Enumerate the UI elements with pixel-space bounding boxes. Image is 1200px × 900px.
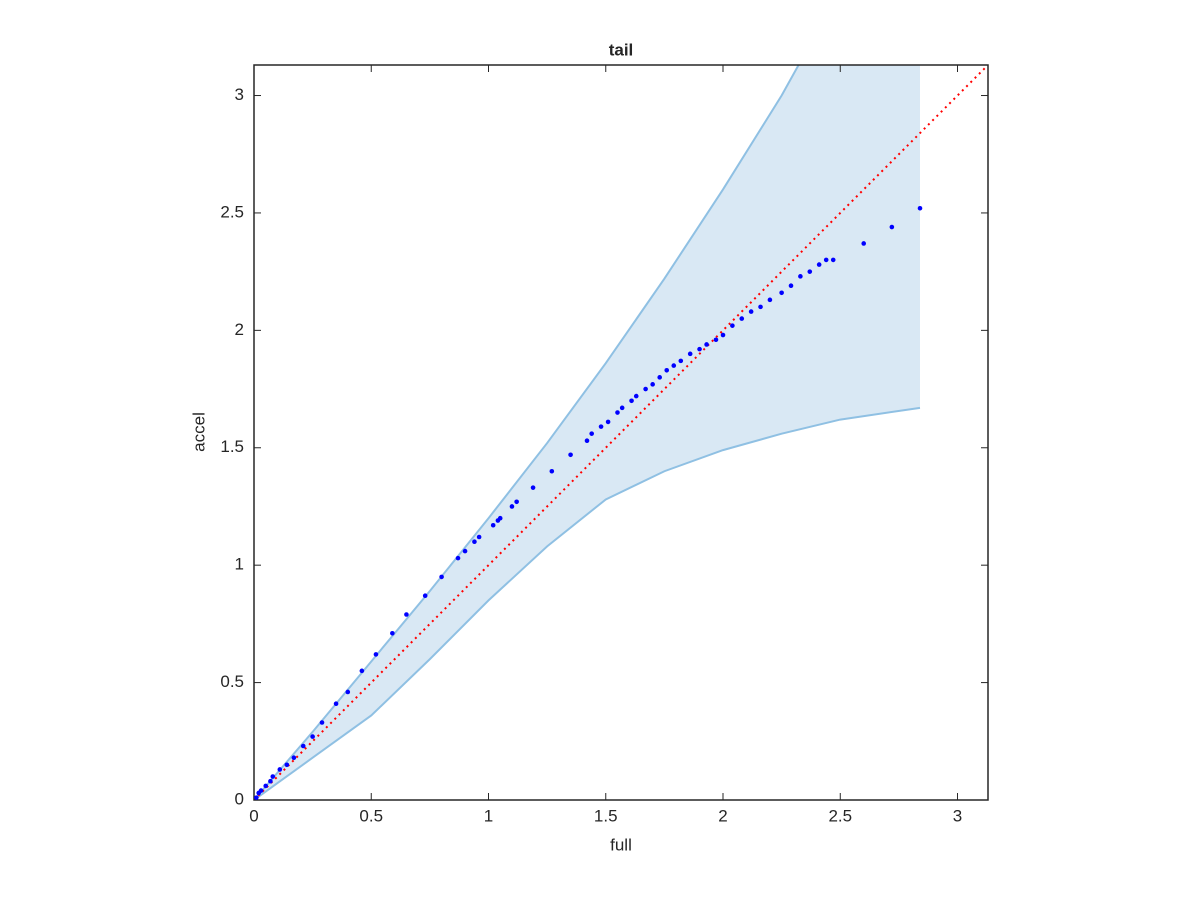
point	[889, 224, 895, 230]
point	[629, 398, 634, 404]
point	[823, 257, 829, 263]
point	[704, 342, 709, 347]
point	[748, 309, 754, 314]
point	[917, 205, 923, 211]
point	[615, 410, 620, 415]
point	[798, 274, 803, 279]
point	[319, 720, 325, 725]
point	[300, 743, 306, 749]
point	[263, 783, 269, 789]
point	[514, 499, 519, 505]
point	[779, 290, 784, 296]
x-axis-label: full	[610, 835, 632, 854]
point	[713, 337, 719, 343]
point	[270, 774, 276, 779]
y-tick-label: 0	[235, 789, 244, 808]
point	[657, 375, 662, 380]
x-tick-label: 0.5	[359, 806, 383, 825]
point	[619, 405, 625, 411]
point	[650, 382, 655, 387]
point	[568, 452, 573, 458]
point	[472, 539, 477, 544]
band-edge	[254, 65, 800, 800]
x-tick-label: 0	[249, 806, 258, 825]
y-tick-label: 2.5	[220, 202, 244, 221]
chart-title: tail	[609, 40, 634, 59]
point	[807, 269, 813, 274]
point	[291, 755, 297, 761]
y-tick-label: 1.5	[220, 437, 244, 456]
point	[697, 346, 702, 352]
point	[678, 358, 684, 364]
point	[439, 574, 444, 580]
point	[476, 534, 482, 540]
point	[584, 438, 590, 444]
point	[730, 323, 735, 328]
point	[605, 419, 611, 425]
point	[268, 778, 273, 784]
point	[333, 701, 339, 707]
band-edge	[254, 406, 921, 800]
x-tick-label: 2	[718, 806, 727, 825]
y-tick-label: 1	[235, 555, 244, 574]
y-tick-label: 0.5	[220, 672, 244, 691]
point	[404, 612, 409, 617]
point	[359, 668, 365, 674]
point	[830, 257, 836, 263]
x-tick-label: 2.5	[828, 806, 852, 825]
point	[767, 297, 773, 303]
point	[861, 241, 867, 246]
point	[671, 363, 677, 368]
x-tick-label: 1.5	[594, 806, 618, 825]
point	[509, 504, 515, 509]
point	[598, 424, 604, 429]
band-area	[254, 65, 920, 800]
point	[633, 393, 639, 399]
point	[739, 316, 745, 321]
y-tick-label: 2	[235, 320, 244, 339]
point	[720, 332, 726, 338]
point	[788, 283, 794, 289]
reference-line	[254, 65, 988, 800]
y-axis-label: accel	[189, 412, 208, 452]
point	[643, 386, 648, 392]
point	[687, 351, 693, 357]
point	[816, 262, 822, 267]
point	[549, 468, 555, 474]
point	[462, 548, 468, 554]
point	[254, 795, 259, 800]
point	[490, 522, 496, 528]
point	[758, 304, 763, 310]
point	[455, 555, 461, 561]
point	[390, 630, 395, 636]
point	[589, 431, 594, 436]
axes-box	[253, 64, 989, 801]
point	[258, 788, 264, 793]
x-tick-label: 3	[953, 806, 962, 825]
point	[664, 367, 670, 373]
point	[497, 515, 503, 521]
point	[310, 734, 315, 739]
point	[345, 689, 351, 695]
point	[284, 762, 290, 768]
x-tick-label: 1	[484, 806, 493, 825]
y-tick-label: 3	[235, 85, 244, 104]
point	[422, 593, 428, 599]
point	[530, 485, 536, 490]
point	[373, 652, 379, 657]
point	[277, 767, 283, 772]
